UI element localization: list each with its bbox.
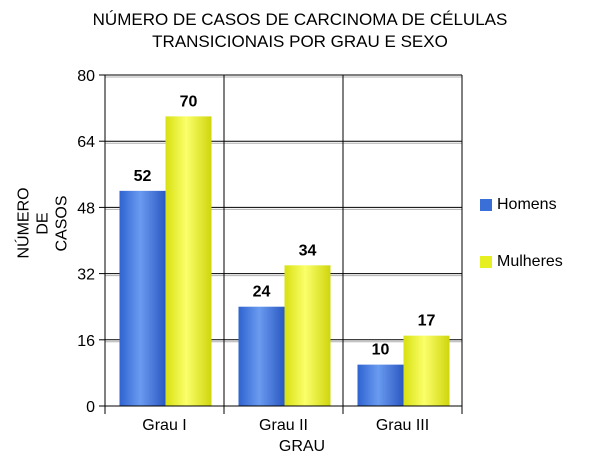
chart-title-line-1: NÚMERO DE CASOS DE CARCINOMA DE CÉLULAS bbox=[92, 10, 508, 29]
y-tick-label-16: 16 bbox=[77, 333, 95, 350]
bars bbox=[119, 116, 450, 406]
x-tick-label-1: Grau I bbox=[142, 417, 186, 434]
y-axis-label-line-1: NÚMERO bbox=[15, 187, 33, 259]
chart-title: NÚMERO DE CASOS DE CARCINOMA DE CÉLULAS … bbox=[0, 9, 600, 53]
bar-mulheres-3 bbox=[403, 335, 450, 406]
y-tick-label-48: 48 bbox=[77, 200, 95, 217]
data-label-mulheres-1: 70 bbox=[180, 93, 198, 110]
y-tick-label-0: 0 bbox=[86, 399, 95, 416]
x-tick-label-3: Grau III bbox=[376, 417, 429, 434]
data-label-homens-2: 24 bbox=[253, 284, 271, 301]
x-axis-label: GRAU bbox=[278, 438, 326, 455]
legend-swatch-homens bbox=[480, 199, 492, 211]
data-label-homens-3: 10 bbox=[372, 342, 390, 359]
data-label-mulheres-3: 17 bbox=[418, 313, 436, 330]
bar-homens-1 bbox=[119, 190, 166, 406]
y-axis-label-line-2: DE bbox=[34, 212, 52, 235]
data-labels: 52 70 24 34 10 17 bbox=[134, 93, 436, 358]
x-tick-label-2: Grau II bbox=[259, 417, 308, 434]
bar-homens-2 bbox=[238, 306, 285, 406]
y-tick-label-80: 80 bbox=[77, 68, 95, 85]
y-axis-label-line-3: CASOS bbox=[53, 195, 71, 252]
legend-swatch-mulheres bbox=[480, 256, 492, 268]
data-label-homens-1: 52 bbox=[134, 168, 152, 185]
bar-mulheres-2 bbox=[284, 265, 331, 406]
y-axis-label: NÚMERO DE CASOS bbox=[15, 187, 72, 259]
bar-mulheres-1 bbox=[165, 116, 212, 406]
bar-homens-3 bbox=[357, 364, 404, 406]
axes: 0 16 32 48 64 80 Grau I Grau II Grau III bbox=[77, 68, 463, 434]
legend-label-homens: Homens bbox=[497, 196, 557, 213]
chart-title-line-2: TRANSICIONAIS POR GRAU E SEXO bbox=[152, 32, 448, 51]
legend-label-mulheres: Mulheres bbox=[497, 253, 563, 270]
y-tick-label-32: 32 bbox=[77, 267, 95, 284]
y-tick-label-64: 64 bbox=[77, 134, 95, 151]
data-label-mulheres-2: 34 bbox=[299, 242, 317, 259]
